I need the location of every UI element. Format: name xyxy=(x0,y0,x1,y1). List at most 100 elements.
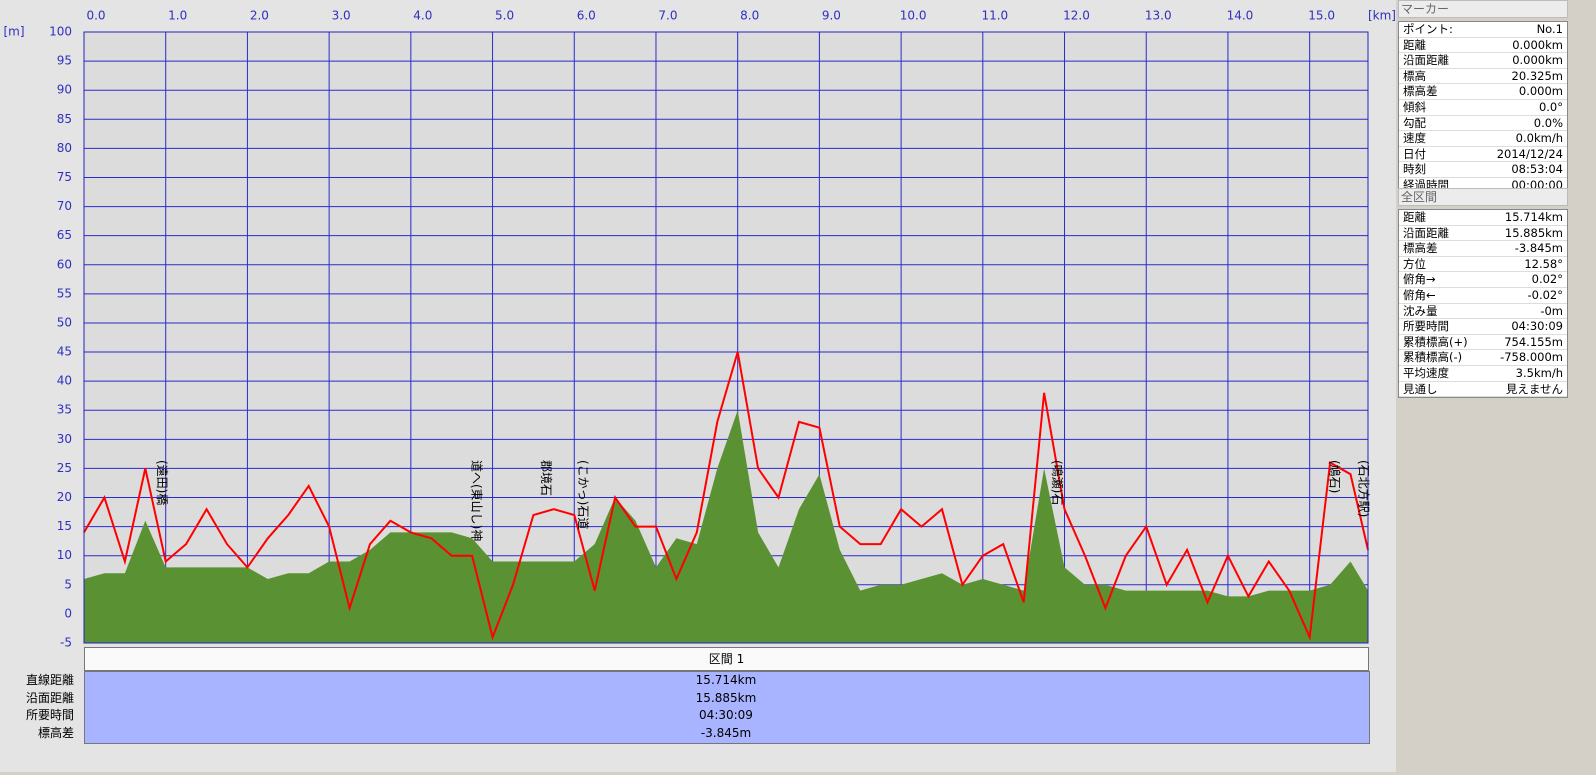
info-row: 速度 0.0km/h xyxy=(1399,131,1567,147)
waypoint-label: (鳴瀬)石 xyxy=(1050,460,1064,505)
info-value: -0.02° xyxy=(1527,287,1563,302)
info-value: 15.714km xyxy=(1504,210,1563,224)
profile-area: [m] [km] -5 0 5 10 15 20 25 30 35 40 45 50 55 60 65 70 7… xyxy=(0,0,1396,772)
info-row: 沿面距離 0.000km xyxy=(1399,53,1567,69)
plot-area xyxy=(83,31,1369,644)
info-key: 時刻 xyxy=(1403,162,1426,177)
info-key: 俯角← xyxy=(1403,287,1436,302)
y-tick-label: 75 xyxy=(57,170,72,184)
info-value: 見えません xyxy=(1505,381,1563,396)
info-key: 所要時間 xyxy=(1403,319,1449,334)
info-value: 0.000m xyxy=(1518,84,1563,99)
info-key: 標高差 xyxy=(1403,84,1438,99)
info-row: 距離 15.714km xyxy=(1399,210,1567,226)
info-value: -3.845m xyxy=(1514,241,1563,256)
info-row: 沈み量 -0m xyxy=(1399,304,1567,320)
y-tick-label: 50 xyxy=(57,315,72,329)
info-row: 標高差 0.000m xyxy=(1399,84,1567,100)
x-tick-label: 9.0 xyxy=(822,9,841,23)
waypoint-label: (遠田)橋 xyxy=(155,460,169,505)
x-tick-label: 7.0 xyxy=(658,9,677,23)
chart: [m] [km] -5 0 5 10 15 20 25 30 35 40 45 50 55 60 65 70 7… xyxy=(3,9,1396,650)
panel-title: マーカー xyxy=(1398,0,1568,18)
info-row: 累積標高(+) 754.155m xyxy=(1399,335,1567,351)
info-row: 時刻 08:53:04 xyxy=(1399,162,1567,178)
info-row: 平均速度 3.5km/h xyxy=(1399,366,1567,382)
info-key: 傾斜 xyxy=(1403,99,1426,114)
info-value: 0.0km/h xyxy=(1515,131,1563,146)
info-value: 04:30:09 xyxy=(1511,319,1563,334)
waypoint-label: 道へ(東山し)神 xyxy=(470,460,484,541)
info-value: -758.000m xyxy=(1500,350,1563,365)
section-label: 直線距離 xyxy=(25,673,74,687)
info-key: 標高 xyxy=(1403,68,1426,83)
info-key: 沿面距離 xyxy=(1403,225,1449,240)
y-tick-label: 85 xyxy=(57,112,72,126)
info-value: No.1 xyxy=(1536,22,1563,36)
info-row: 傾斜 0.0° xyxy=(1399,100,1567,116)
info-value: 3.5km/h xyxy=(1515,365,1563,380)
info-row: 累積標高(-) -758.000m xyxy=(1399,350,1567,366)
x-tick-label: 1.0 xyxy=(168,9,187,23)
info-key: 方位 xyxy=(1403,256,1426,271)
info-row: 標高差 -3.845m xyxy=(1399,241,1567,257)
section-label: 所要時間 xyxy=(25,708,74,722)
info-key: 沈み量 xyxy=(1403,303,1438,318)
info-value: 08:53:04 xyxy=(1511,162,1563,177)
info-row: ポイント: No.1 xyxy=(1399,22,1567,38)
x-tick-label: 5.0 xyxy=(495,9,514,23)
waypoint-label: (石北方駅) xyxy=(1356,460,1371,517)
section-label: 標高差 xyxy=(37,725,74,740)
info-value: 12.58° xyxy=(1524,256,1563,271)
y-tick-label: 80 xyxy=(57,141,72,155)
info-key: 沿面距離 xyxy=(1403,53,1449,68)
section-row: 所要時間 04:30:09 xyxy=(0,707,1368,724)
x-tick-label: 13.0 xyxy=(1145,9,1172,23)
y-unit: [m] xyxy=(3,25,24,39)
waypoint-label: (こかっ)石道 xyxy=(576,460,590,529)
info-row: 勾配 0.0% xyxy=(1399,116,1567,132)
x-tick-label: 4.0 xyxy=(413,9,432,23)
y-tick-label: 20 xyxy=(57,490,72,504)
info-value: 0.000km xyxy=(1512,37,1563,52)
info-row: 距離 0.000km xyxy=(1399,38,1567,54)
info-key: 速度 xyxy=(1403,131,1426,146)
total-panel: 全区間 距離 15.714km 沿面距離 15.885km 標高差 -3.845m 方位 12… xyxy=(1398,188,1568,399)
x-tick-label: 0.0 xyxy=(86,9,105,23)
x-tick-label: 12.0 xyxy=(1063,9,1090,23)
info-key: 累積標高(+) xyxy=(1403,334,1468,349)
x-tick-label: 2.0 xyxy=(250,9,269,23)
info-value: 754.155m xyxy=(1504,334,1563,349)
y-tick-label: 10 xyxy=(57,548,72,562)
y-tick-label: 45 xyxy=(57,345,72,359)
panel-title: 全区間 xyxy=(1398,188,1568,206)
section-row: 沿面距離 15.885km xyxy=(0,690,1368,707)
waypoint-label: 郡境石 xyxy=(539,460,554,496)
section-value: -3.845m xyxy=(700,725,752,740)
section-value: 15.714km xyxy=(695,673,757,687)
x-tick-label: 11.0 xyxy=(981,9,1008,23)
info-row: 所要時間 04:30:09 xyxy=(1399,319,1567,335)
x-tick-label: 10.0 xyxy=(900,9,927,23)
info-key: ポイント: xyxy=(1403,22,1453,36)
x-tick-label: 6.0 xyxy=(577,9,596,23)
info-value: 0.0% xyxy=(1533,115,1563,130)
y-tick-label: -5 xyxy=(60,636,72,650)
info-value: 0.02° xyxy=(1531,272,1563,287)
info-key: 見通し xyxy=(1403,381,1438,396)
y-tick-label: 35 xyxy=(57,403,72,417)
info-key: 距離 xyxy=(1403,210,1426,224)
marker-table: ポイント: No.1 距離 0.000km 沿面距離 0.000km 標高 20.325m 標高… xyxy=(1398,21,1568,195)
info-row: 方位 12.58° xyxy=(1399,257,1567,273)
waypoint-label: (鳩石) xyxy=(1328,460,1342,493)
total-table: 距離 15.714km 沿面距離 15.885km 標高差 -3.845m 方位 12.58°… xyxy=(1398,209,1568,399)
section-value: 04:30:09 xyxy=(699,708,753,722)
y-tick-label: 55 xyxy=(57,286,72,300)
y-tick-label: 15 xyxy=(57,519,72,533)
info-value: 0.0° xyxy=(1538,99,1563,114)
section-header[interactable]: 区間 1 xyxy=(84,647,1369,671)
info-value: 0.000km xyxy=(1512,53,1563,68)
section-row: 標高差 -3.845m xyxy=(0,725,1368,742)
info-row: 標高 20.325m xyxy=(1399,69,1567,85)
